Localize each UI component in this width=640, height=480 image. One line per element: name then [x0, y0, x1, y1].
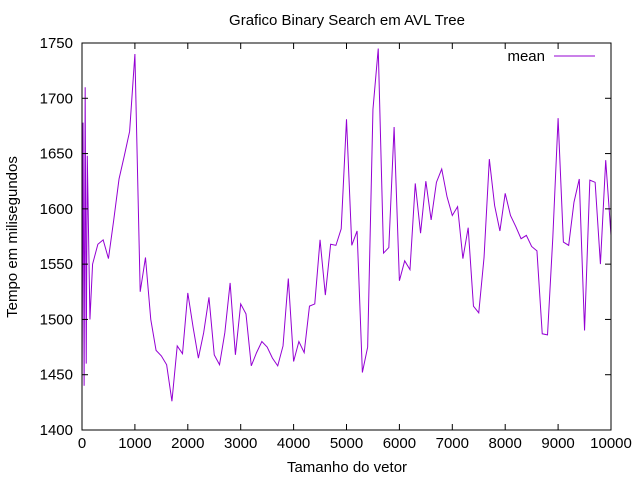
chart-title: Grafico Binary Search em AVL Tree	[229, 12, 465, 29]
series-line-mean	[81, 48, 612, 402]
x-tick-label: 1000	[118, 435, 151, 452]
x-axis: 0 1000 2000 3000 4000 5000 6000 7000 8000 9000 100…	[78, 43, 632, 452]
y-axis: 1400 1450 1500 1550 1600 1650 1700 1750	[40, 35, 611, 439]
plot-area	[81, 48, 612, 402]
x-tick-label: 6000	[383, 435, 416, 452]
x-tick-label: 5000	[330, 435, 363, 452]
legend: mean	[507, 48, 595, 65]
x-tick-label: 2000	[171, 435, 204, 452]
y-tick-label: 1750	[40, 35, 73, 52]
y-tick-label: 1650	[40, 146, 73, 163]
y-tick-label: 1700	[40, 90, 73, 107]
y-tick-label: 1550	[40, 256, 73, 273]
x-tick-label: 10000	[590, 435, 632, 452]
x-tick-label: 0	[78, 435, 86, 452]
y-tick-label: 1500	[40, 311, 73, 328]
x-tick-label: 9000	[541, 435, 574, 452]
x-axis-title: Tamanho do vetor	[287, 459, 407, 476]
y-tick-label: 1400	[40, 422, 73, 439]
y-tick-label: 1450	[40, 367, 73, 384]
x-tick-label: 8000	[489, 435, 522, 452]
x-tick-label: 7000	[436, 435, 469, 452]
legend-label-mean: mean	[507, 48, 545, 65]
y-axis-title: Tempo em milisegundos	[4, 156, 21, 318]
x-tick-label: 3000	[224, 435, 257, 452]
y-tick-label: 1600	[40, 201, 73, 218]
x-tick-label: 4000	[277, 435, 310, 452]
